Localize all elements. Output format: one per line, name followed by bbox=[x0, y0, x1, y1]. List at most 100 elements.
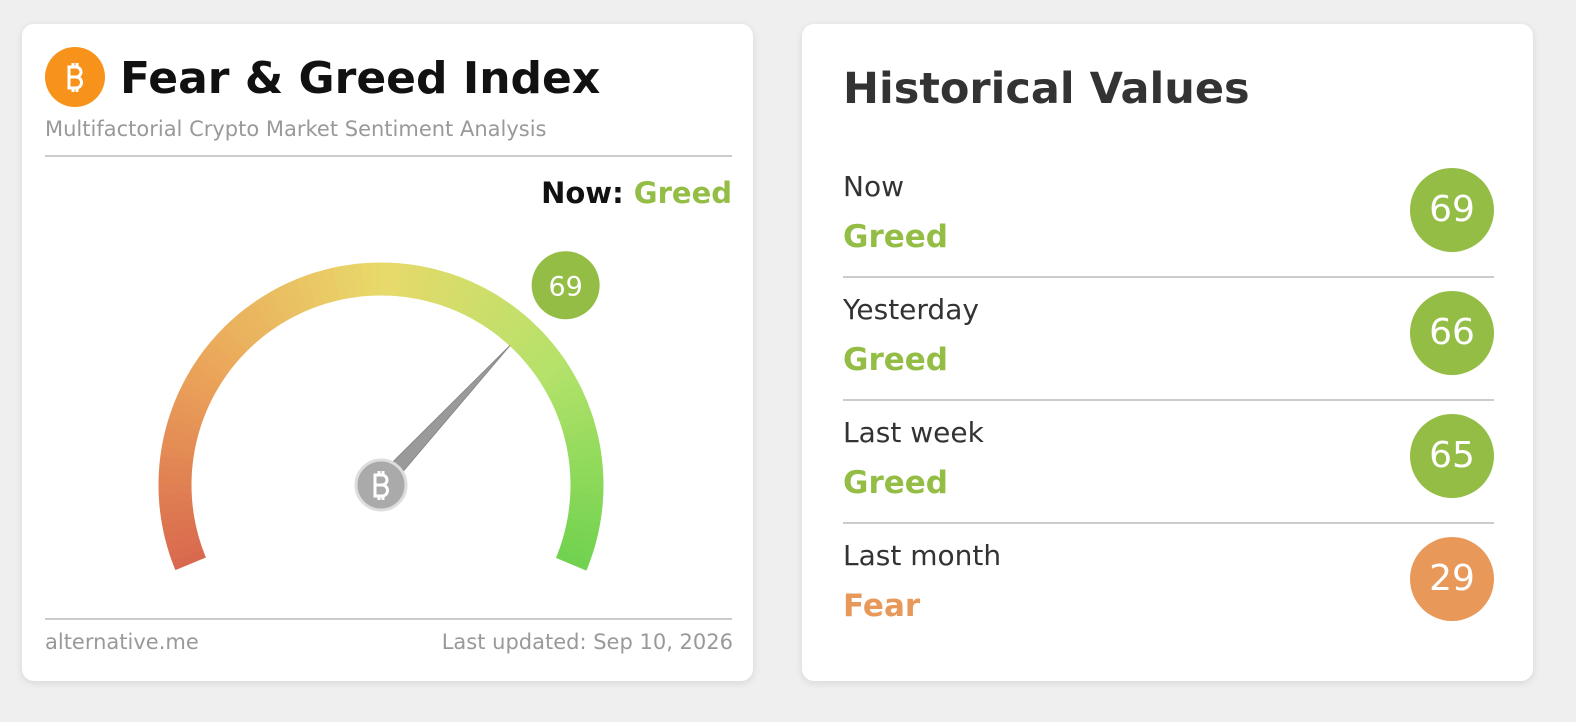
period-label: Now bbox=[843, 170, 904, 203]
gauge-arc bbox=[342, 264, 357, 299]
gauge-arc bbox=[555, 549, 591, 571]
divider bbox=[45, 618, 732, 620]
gauge-arc bbox=[563, 525, 599, 544]
source: alternative.me bbox=[45, 630, 199, 654]
divider bbox=[843, 399, 1494, 401]
gauge-arc bbox=[230, 314, 260, 346]
gauge-arc bbox=[549, 382, 583, 406]
gauge-arc bbox=[397, 263, 411, 298]
classification: Greed bbox=[843, 342, 948, 378]
gauge-arc bbox=[183, 373, 218, 398]
gauge-arc bbox=[429, 270, 449, 305]
card-title: Fear & Greed Index bbox=[120, 53, 601, 104]
divider bbox=[45, 155, 732, 157]
gauge-arc bbox=[413, 265, 430, 301]
gauge-arc bbox=[158, 492, 193, 505]
gauge-arc bbox=[558, 541, 594, 562]
now-label: Now: bbox=[541, 176, 624, 210]
gauge-arc bbox=[175, 390, 210, 413]
gauge-arc bbox=[159, 455, 194, 469]
gauge-arc bbox=[445, 275, 467, 311]
period-label: Last month bbox=[843, 539, 1002, 572]
gauge-arc bbox=[545, 373, 579, 398]
gauge-arc bbox=[561, 533, 596, 553]
gauge: 69 bbox=[45, 47, 604, 571]
gauge-arc bbox=[531, 349, 564, 377]
gauge-arc bbox=[204, 341, 237, 370]
last-updated: Last updated: Sep 10, 2026 bbox=[441, 630, 733, 654]
gauge-arc bbox=[565, 436, 601, 453]
index-card: 69 Fear & Greed Index Multifactorial Cry… bbox=[22, 24, 753, 681]
value-badge: 66 bbox=[1410, 291, 1494, 375]
gauge-arc bbox=[161, 517, 197, 534]
gauge-arc bbox=[567, 446, 602, 461]
gauge-arc bbox=[295, 275, 317, 310]
gauge-arc bbox=[245, 302, 273, 335]
gauge-arc bbox=[261, 292, 287, 326]
gauge-arc bbox=[314, 269, 333, 305]
gauge-arc bbox=[351, 263, 365, 298]
gauge-arc bbox=[461, 283, 485, 318]
gauge-arc bbox=[168, 408, 204, 429]
gauge-arc bbox=[210, 334, 242, 364]
classification: Greed bbox=[843, 465, 948, 501]
historical-card: Historical Values Now Greed 69 Yesterday Gre… bbox=[802, 24, 1533, 681]
gauge-arc bbox=[482, 297, 510, 331]
gauge-arc bbox=[526, 341, 558, 371]
gauge-arc bbox=[166, 417, 201, 437]
classification: Greed bbox=[843, 219, 948, 255]
gauge-arc bbox=[160, 445, 195, 461]
gauge-arc bbox=[536, 357, 569, 384]
gauge-arc bbox=[193, 356, 227, 384]
gauge-arc bbox=[161, 436, 197, 453]
gauge-arc bbox=[569, 493, 604, 505]
gauge-arc bbox=[568, 455, 603, 469]
gauge-arc bbox=[508, 320, 539, 352]
gauge-arc bbox=[171, 399, 207, 421]
gauge-arc bbox=[552, 390, 587, 413]
gauge-arc bbox=[568, 501, 603, 515]
gauge-value: 69 bbox=[548, 271, 582, 302]
gauge-arc bbox=[569, 465, 604, 478]
period-label: Last week bbox=[843, 416, 984, 449]
divider bbox=[843, 522, 1494, 524]
gauge-arc bbox=[158, 465, 193, 477]
gauge-arc bbox=[475, 292, 501, 326]
gauge-arc bbox=[453, 279, 476, 314]
gauge-arc bbox=[171, 549, 206, 571]
bitcoin-glyph bbox=[67, 61, 83, 94]
gauge-arc bbox=[253, 297, 280, 330]
now-row: Now: Greed bbox=[541, 179, 732, 208]
gauge-arc bbox=[520, 334, 552, 364]
historical-title: Historical Values bbox=[843, 64, 1250, 114]
gauge-arc bbox=[561, 418, 597, 437]
gauge-arc bbox=[159, 501, 194, 515]
gauge-arc bbox=[361, 262, 374, 297]
gauge-arc bbox=[198, 349, 231, 377]
gauge-arc bbox=[223, 320, 254, 352]
gauge-arc bbox=[502, 314, 532, 346]
value-badge: 69 bbox=[1410, 168, 1494, 252]
gauge-arc bbox=[168, 541, 203, 562]
value-bubble bbox=[531, 251, 600, 320]
value-badge: 29 bbox=[1410, 537, 1494, 621]
period-label: Yesterday bbox=[843, 293, 979, 326]
value-badge: 65 bbox=[1410, 414, 1494, 498]
gauge-arc bbox=[405, 264, 421, 299]
gauge-arc bbox=[160, 509, 195, 524]
gauge-arc bbox=[421, 267, 440, 303]
gauge-arc bbox=[179, 381, 214, 405]
card-subtitle: Multifactorial Crypto Market Sentiment A… bbox=[45, 117, 547, 141]
divider bbox=[843, 276, 1494, 278]
gauge-arc bbox=[304, 272, 325, 307]
gauge-arc bbox=[269, 287, 294, 321]
gauge-arc bbox=[286, 279, 309, 314]
classification: Fear bbox=[843, 588, 921, 624]
gauge-arc bbox=[540, 365, 574, 391]
gauge-arc bbox=[567, 509, 602, 525]
gauge-arc bbox=[559, 408, 594, 429]
now-classification: Greed bbox=[633, 176, 732, 210]
gauge-arc bbox=[237, 308, 267, 340]
gauge-arc bbox=[188, 365, 222, 391]
